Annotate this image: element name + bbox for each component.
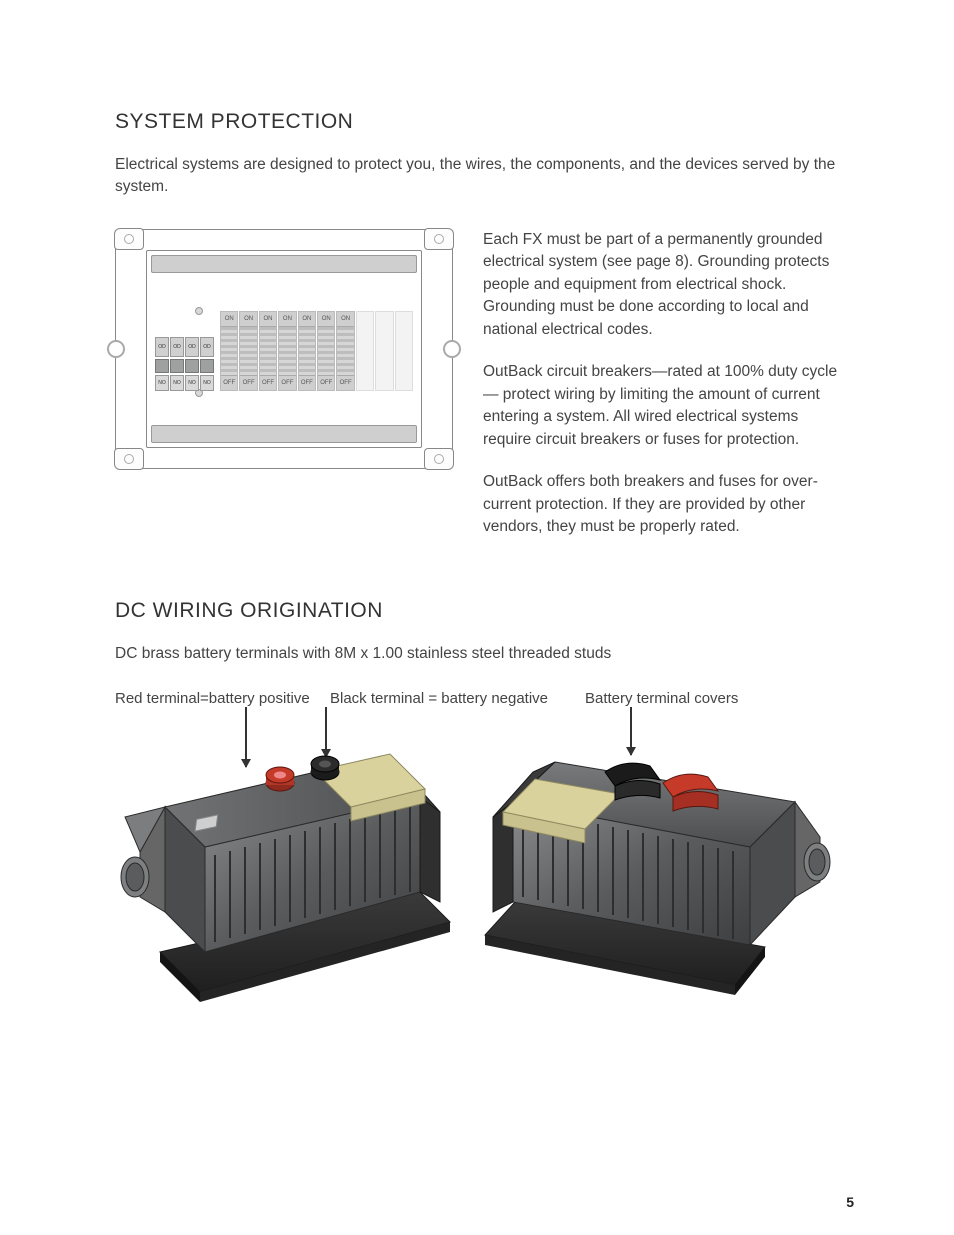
breaker-panel-figure: ODNO ODNO ODNO ODNO ONOFF ONOFF ONOFF ON… <box>115 229 453 469</box>
device-render-right <box>465 717 865 1017</box>
panel-side-hole <box>443 340 461 358</box>
panel-side-hole <box>107 340 125 358</box>
section-heading-system-protection: SYSTEM PROTECTION <box>115 110 842 134</box>
label-terminal-covers: Battery terminal covers <box>585 690 775 707</box>
panel-mount-tab <box>114 448 144 470</box>
section1-para2: OutBack circuit breakers—rated at 100% d… <box>483 361 842 451</box>
section1-para3: OutBack offers both breakers and fuses f… <box>483 471 842 538</box>
label-red-terminal: Red terminal=battery positive <box>115 690 300 707</box>
label-black-terminal: Black terminal = battery negative <box>330 690 555 707</box>
terminal-black-icon <box>311 756 339 780</box>
section1-intro: Electrical systems are designed to prote… <box>115 154 842 199</box>
panel-mount-tab <box>424 228 454 250</box>
page-number: 5 <box>846 1194 854 1210</box>
panel-mount-tab <box>114 228 144 250</box>
section-heading-dc-wiring: DC WIRING ORIGINATION <box>115 599 842 623</box>
section1-para1: Each FX must be part of a permanently gr… <box>483 229 842 341</box>
section2-intro: DC brass battery terminals with 8M x 1.0… <box>115 643 842 665</box>
device-render-left <box>105 717 475 1017</box>
terminal-red-icon <box>266 767 294 791</box>
panel-mount-tab <box>424 448 454 470</box>
